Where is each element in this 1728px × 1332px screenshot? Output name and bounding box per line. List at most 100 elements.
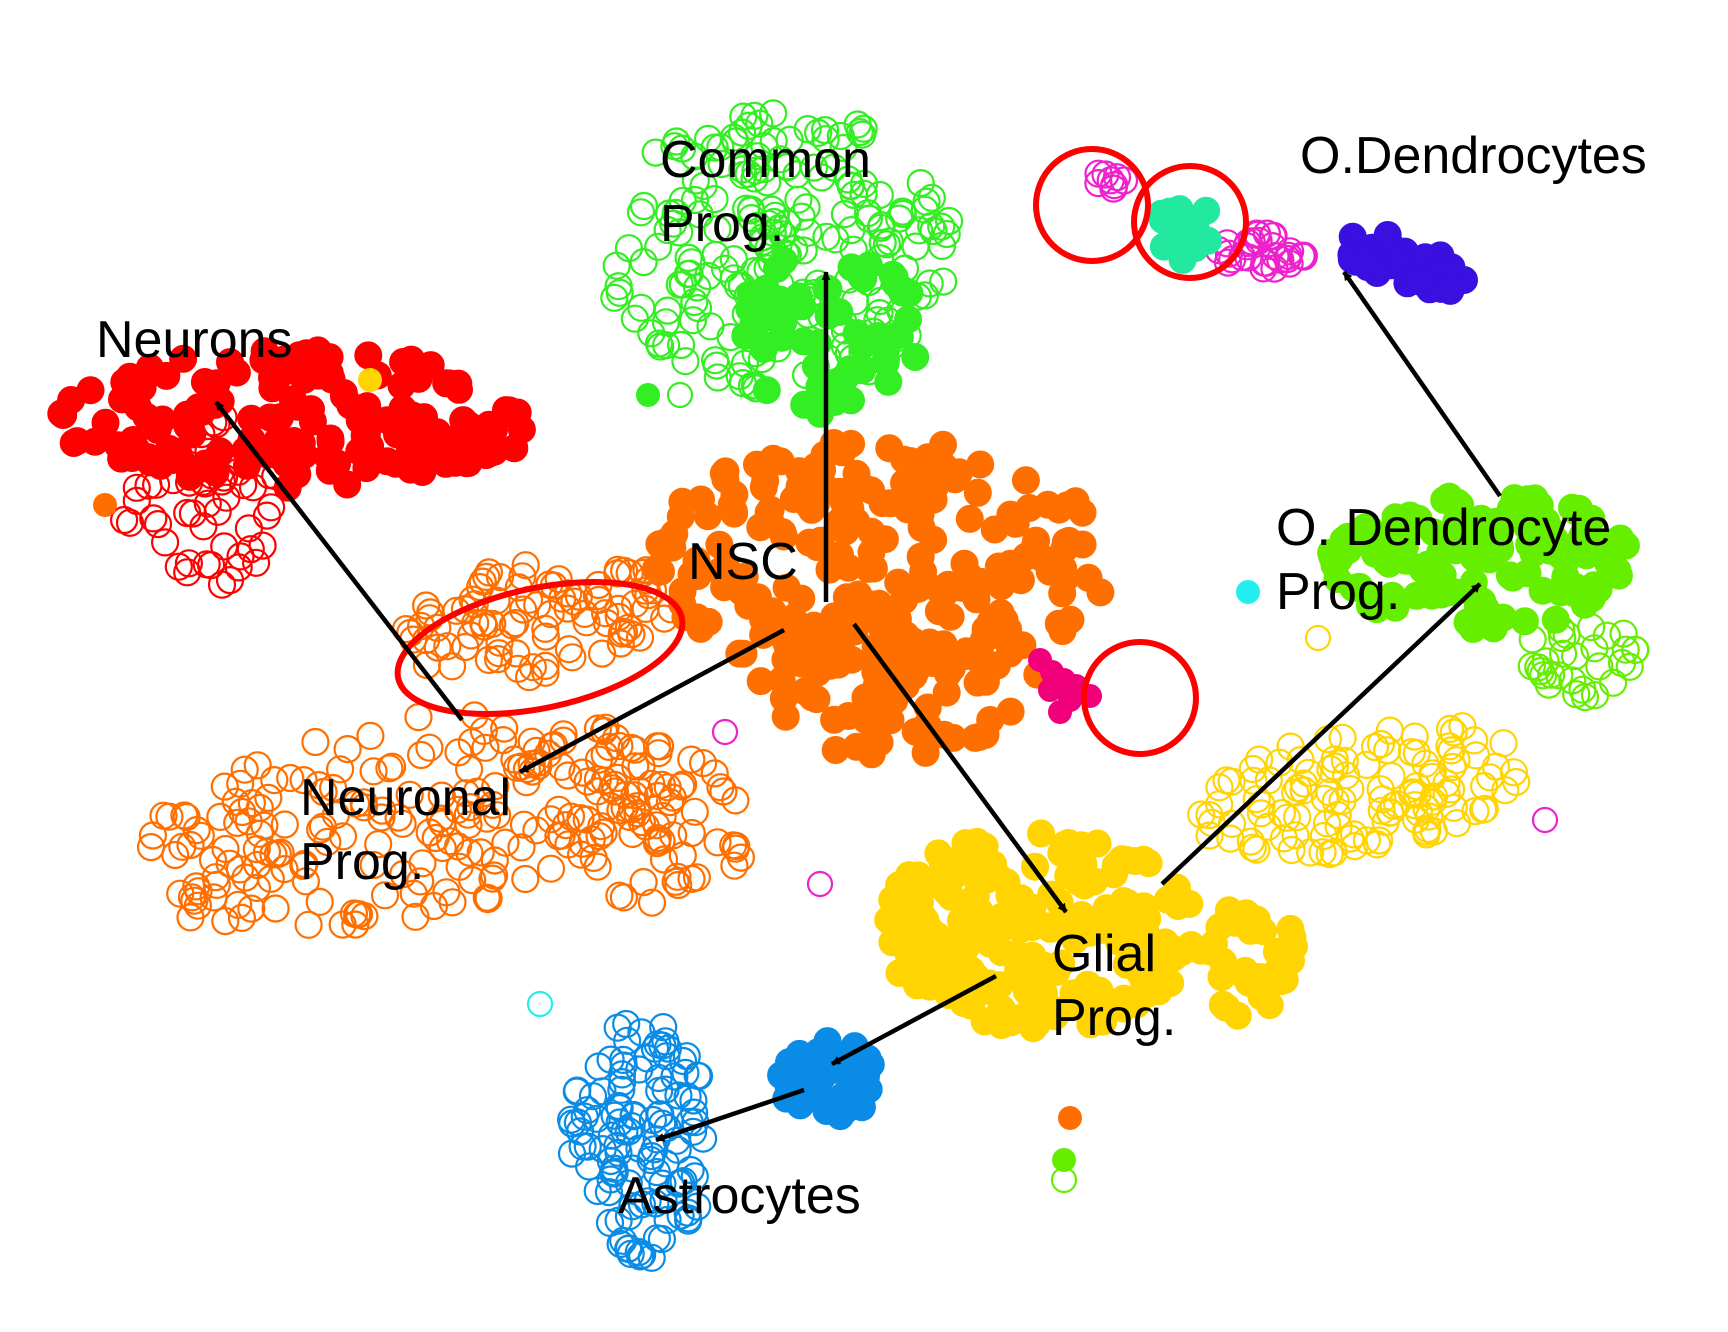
point-neurons	[354, 341, 383, 370]
point-glial-prog	[1156, 969, 1185, 997]
point-neuronal-prog	[509, 810, 539, 839]
point-neuronal-prog	[436, 827, 465, 856]
point-o-dendrocyte-prog	[1585, 652, 1614, 681]
point-nsc	[963, 478, 992, 507]
point-glial-prog	[1439, 718, 1468, 747]
point-neurons	[234, 514, 263, 543]
point-neuronal-prog	[553, 761, 583, 790]
point-nsc	[837, 645, 866, 674]
point-common-prog	[641, 138, 670, 167]
point-nsc	[976, 706, 1005, 734]
point-neurons	[110, 368, 139, 397]
point-neurons	[238, 473, 268, 502]
point-common-prog	[685, 200, 714, 229]
point-neuronal-prog	[231, 863, 260, 892]
point-neuronal-prog	[333, 734, 362, 764]
point-nsc	[1011, 466, 1040, 495]
point-neuronal-prog	[375, 754, 404, 783]
point-neuronal-prog	[478, 864, 507, 893]
point-glial-prog	[1006, 884, 1035, 913]
point-o-dendrocyte-prog	[1443, 527, 1472, 556]
point-neuronal-prog	[612, 780, 641, 809]
point-neuronal-prog	[308, 812, 337, 841]
point-neuronal-prog	[227, 903, 256, 933]
point-neuronal-prog	[577, 825, 606, 854]
point-nsc	[771, 702, 800, 731]
point-glial-prog	[1099, 988, 1128, 1017]
point-o-dendrocyte-prog	[1534, 670, 1563, 699]
point-neuronal-prog	[474, 558, 503, 587]
point-astrocytes	[562, 1077, 591, 1106]
point-astrocytes	[596, 1045, 625, 1074]
point-neuronal-prog	[408, 849, 437, 878]
point-neuronal-prog	[617, 733, 646, 763]
point-neuronal-prog	[472, 804, 502, 833]
point-neurons	[193, 489, 222, 518]
point-neuronal-prog	[605, 731, 634, 761]
outlier-point	[1048, 700, 1072, 724]
point-common-prog	[749, 303, 778, 332]
point-glial-prog	[1187, 800, 1216, 829]
point-neuronal-prog	[603, 763, 632, 793]
point-common-prog	[665, 218, 694, 247]
point-glial-prog	[1296, 838, 1325, 867]
outlier-point	[93, 493, 117, 517]
point-neurons	[500, 434, 529, 463]
point-glial-prog	[1470, 794, 1499, 823]
point-astrocytes	[636, 1145, 665, 1175]
point-glial-prog	[1312, 809, 1342, 838]
point-o-dendrocytes	[1170, 218, 1199, 247]
point-common-prog	[743, 142, 772, 171]
point-glial-prog	[1360, 732, 1390, 762]
point-common-prog	[629, 248, 658, 277]
point-neurons	[216, 348, 244, 377]
point-glial-prog	[1278, 923, 1307, 952]
point-neuronal-prog	[433, 632, 462, 661]
point-neurons	[122, 473, 151, 502]
point-common-prog	[865, 180, 894, 210]
point-astrocytes	[604, 1206, 633, 1235]
point-nsc	[986, 621, 1015, 650]
point-neuronal-prog	[243, 751, 272, 780]
point-glial-prog	[1054, 861, 1083, 890]
point-o-dendrocyte-prog	[1323, 565, 1352, 593]
point-neuronal-prog	[481, 771, 510, 801]
point-o-dendrocytes	[1258, 232, 1287, 261]
point-glial-prog	[1092, 894, 1121, 923]
outlier-point	[358, 368, 382, 392]
point-common-prog	[792, 193, 821, 222]
point-glial-prog	[1373, 736, 1402, 765]
point-nsc	[811, 636, 840, 665]
point-astrocytes	[609, 1045, 638, 1075]
point-glial-prog	[1267, 967, 1296, 996]
point-common-prog	[811, 125, 840, 154]
point-nsc	[1001, 509, 1030, 538]
point-neuronal-prog	[650, 604, 679, 633]
point-glial-prog	[959, 859, 987, 888]
point-neurons	[158, 422, 188, 451]
point-neuronal-prog	[421, 823, 450, 853]
point-astrocytes	[651, 1075, 680, 1104]
point-nsc	[923, 634, 952, 663]
outlier-point	[526, 990, 554, 1018]
point-glial-prog	[1404, 798, 1434, 827]
point-neurons	[189, 467, 218, 496]
point-common-prog	[674, 243, 703, 272]
point-common-prog	[805, 372, 834, 401]
point-o-dendrocytes	[1373, 221, 1402, 249]
point-common-prog	[821, 225, 850, 254]
point-astrocytes	[607, 1060, 637, 1089]
point-glial-prog	[1469, 771, 1499, 801]
point-common-prog	[789, 327, 818, 356]
point-neuronal-prog	[453, 800, 482, 829]
point-neuronal-prog	[341, 910, 370, 939]
point-neuronal-prog	[445, 852, 474, 881]
point-common-prog	[812, 222, 841, 251]
point-neuronal-prog	[359, 850, 388, 880]
point-glial-prog	[1319, 838, 1348, 867]
point-neurons	[189, 512, 218, 541]
point-neurons	[159, 466, 188, 495]
point-glial-prog	[1244, 745, 1274, 774]
point-neuronal-prog	[648, 801, 677, 831]
point-common-prog	[830, 200, 860, 229]
